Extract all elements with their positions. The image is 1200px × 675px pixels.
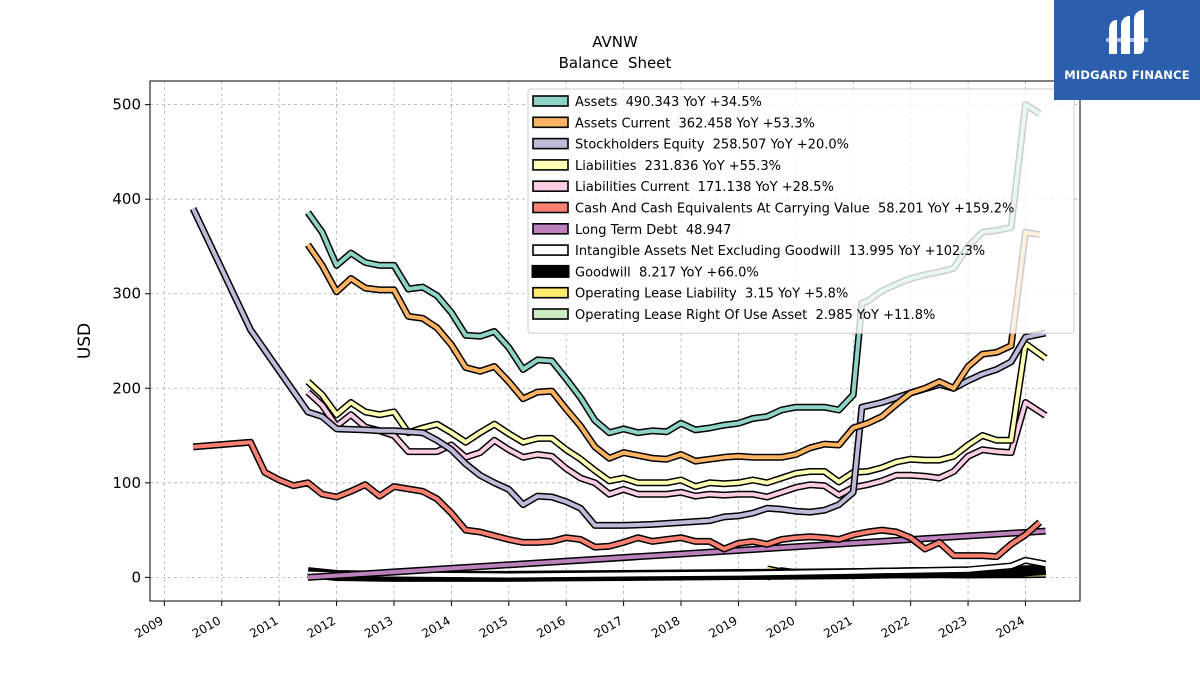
legend-entry: Stockholders Equity 258.507 YoY +20.0% xyxy=(575,138,849,153)
legend-swatch xyxy=(532,201,569,214)
y-tick-label: 400 xyxy=(112,190,141,208)
legend-swatch xyxy=(532,137,569,150)
legend-entry: Goodwill 8.217 YoY +66.0% xyxy=(575,265,759,280)
legend-entry: Cash And Cash Equivalents At Carrying Va… xyxy=(575,202,1014,217)
plot-frame xyxy=(149,80,1081,602)
series-line xyxy=(306,230,1041,464)
y-tick-label: 200 xyxy=(112,379,141,397)
legend-box xyxy=(527,88,1075,334)
series-line xyxy=(307,529,1046,580)
legend-entry: Intangible Assets Net Excluding Goodwill… xyxy=(575,244,985,259)
series-line xyxy=(192,440,1042,559)
y-tick-label: 0 xyxy=(131,568,141,586)
y-tick-label: 500 xyxy=(112,96,141,114)
legend-swatch xyxy=(532,95,569,107)
legend-swatch xyxy=(532,159,569,171)
legend-entry: Liabilities 231.836 YoY +55.3% xyxy=(575,159,781,174)
legend: Assets 490.343 YoY +34.5% Assets Current … xyxy=(527,88,1075,334)
y-tick-label: 300 xyxy=(112,285,141,303)
legend-swatch xyxy=(532,244,569,256)
y-tick-label: 100 xyxy=(112,474,141,492)
legend-swatch xyxy=(532,308,569,320)
series-cash-and-cash-equivalents-at-carrying-value xyxy=(192,438,1043,561)
series-liabilities-current xyxy=(305,389,1048,501)
legend-entry: Liabilities Current 171.138 YoY +28.5% xyxy=(575,180,834,195)
legend-entry: Long Term Debt 48.947 xyxy=(575,223,731,238)
chart-title: AVNW xyxy=(592,33,638,51)
legend-swatch xyxy=(532,116,569,129)
midgard-finance-logo: MIDGARD FINANCE xyxy=(1054,0,1200,100)
legend-entry: Operating Lease Right Of Use Asset 2.985… xyxy=(575,308,935,323)
legend-swatch xyxy=(532,180,569,192)
logo-text: MIDGARD FINANCE xyxy=(1064,68,1190,82)
legend-entry: Assets 490.343 YoY +34.5% xyxy=(575,95,762,110)
series-liabilities xyxy=(305,340,1048,491)
chart-subtitle: Balance Sheet xyxy=(559,54,672,72)
series-assets-current xyxy=(305,228,1041,465)
midgard-m-icon xyxy=(1106,10,1148,54)
series-line xyxy=(306,341,1047,489)
legend-swatch xyxy=(532,286,569,299)
legend-swatch xyxy=(532,223,569,235)
series-line xyxy=(306,390,1047,499)
legend-entry: Assets Current 362.458 YoY +53.3% xyxy=(575,116,815,131)
series-long-term-debt xyxy=(307,527,1046,581)
y-axis-label: USD xyxy=(75,323,95,359)
legend-swatch xyxy=(531,264,570,278)
legend-entry: Operating Lease Liability 3.15 YoY +5.8% xyxy=(575,287,848,302)
